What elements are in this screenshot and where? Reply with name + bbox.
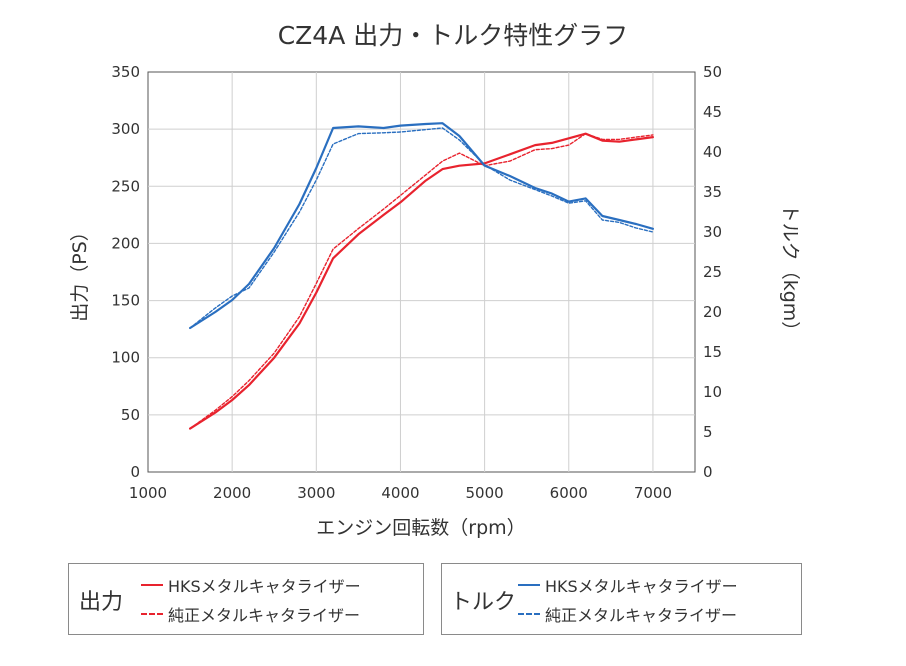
legend-torque-stock-label: 純正メタルキャタライザー	[545, 606, 738, 625]
left-y-axis: 0 50 100 150 200 250 300 350	[111, 63, 140, 481]
right-y-axis: 0 5 10 15 20 25 30 35 40 45 50	[703, 63, 722, 481]
left-tick-label: 100	[111, 349, 140, 367]
legend-torque-stock: 純正メタルキャタライザー	[518, 602, 737, 626]
chart-title: CZ4A 出力・トルク特性グラフ	[278, 21, 629, 50]
legend-torque-hks-label: HKSメタルキャタライザー	[545, 577, 738, 596]
legend-dashed-red-swatch	[141, 613, 163, 615]
gridlines	[148, 72, 695, 472]
legend-solid-blue-swatch	[518, 584, 540, 586]
right-tick-label: 40	[703, 143, 722, 161]
x-tick-label: 1000	[129, 484, 167, 502]
legend-power-hks: HKSメタルキャタライザー	[141, 573, 361, 597]
right-axis-title: トルク（kgm）	[779, 204, 801, 341]
legend-power-title: 出力	[79, 590, 124, 615]
right-tick-label: 35	[703, 183, 722, 201]
x-tick-label: 3000	[297, 484, 335, 502]
x-tick-label: 4000	[381, 484, 419, 502]
right-tick-label: 45	[703, 103, 722, 121]
left-axis-title: 出力（PS）	[69, 222, 91, 322]
series-lines	[189, 122, 654, 430]
legend-power-hks-label: HKSメタルキャタライザー	[168, 577, 361, 596]
x-tick-label: 7000	[634, 484, 672, 502]
right-tick-label: 10	[703, 383, 722, 401]
power-stock-line	[189, 133, 654, 430]
x-tick-label: 6000	[550, 484, 588, 502]
left-tick-label: 250	[111, 177, 140, 195]
left-tick-label: 200	[111, 234, 140, 252]
torque-stock-line	[189, 127, 654, 329]
right-tick-label: 5	[703, 423, 713, 441]
left-tick-label: 0	[130, 463, 140, 481]
legend-dashed-blue-swatch	[518, 613, 540, 615]
legend-power: 出力 HKSメタルキャタライザー 純正メタルキャタライザー	[68, 563, 424, 635]
right-tick-label: 20	[703, 303, 722, 321]
x-tick-label: 2000	[213, 484, 251, 502]
legend-torque: トルク HKSメタルキャタライザー 純正メタルキャタライザー	[441, 563, 802, 635]
plot-frame	[147, 71, 696, 473]
right-tick-label: 30	[703, 223, 722, 241]
left-tick-label: 150	[111, 292, 140, 310]
right-tick-label: 25	[703, 263, 722, 281]
right-tick-label: 0	[703, 463, 713, 481]
x-axis-title: エンジン回転数（rpm）	[316, 517, 525, 539]
left-tick-label: 300	[111, 120, 140, 138]
right-tick-label: 15	[703, 343, 722, 361]
x-tick-label: 5000	[466, 484, 504, 502]
torque-hks-line	[189, 122, 654, 330]
legend-solid-red-swatch	[141, 584, 163, 586]
legend-torque-title: トルク	[450, 590, 517, 615]
legend-power-stock-label: 純正メタルキャタライザー	[168, 606, 361, 625]
legend-power-stock: 純正メタルキャタライザー	[141, 602, 360, 626]
x-axis: 1000 2000 3000 4000 5000 6000 7000	[129, 484, 672, 502]
left-tick-label: 50	[121, 406, 140, 424]
right-tick-label: 50	[703, 63, 722, 81]
left-tick-label: 350	[111, 63, 140, 81]
legend-torque-hks: HKSメタルキャタライザー	[518, 573, 738, 597]
